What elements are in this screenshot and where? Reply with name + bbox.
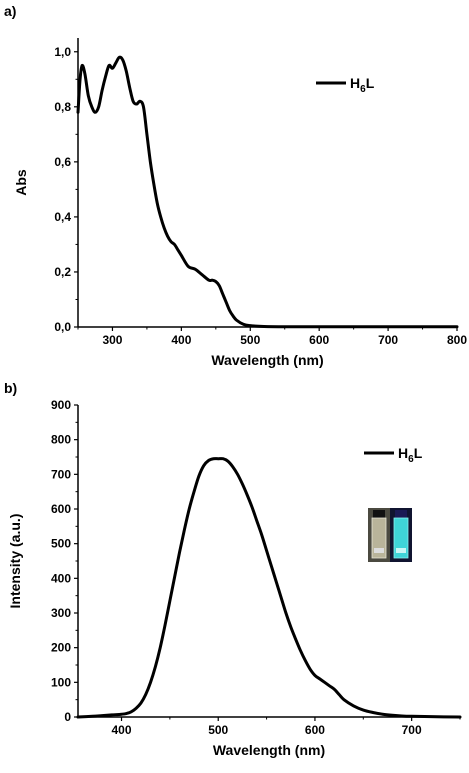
legend-label: H6L	[350, 75, 375, 95]
x-tick-label: 300	[102, 333, 122, 347]
legend-label-subscript: 6	[360, 84, 366, 95]
y-tick-label: 0,6	[54, 155, 71, 169]
y-tick-label: 1,0	[54, 45, 71, 59]
y-tick-label: 0,0	[54, 320, 71, 334]
legend: H6L	[316, 75, 375, 95]
panel-label-b: b)	[4, 380, 17, 396]
y-tick-label: 0,8	[54, 100, 71, 114]
vial-cap-right	[395, 510, 407, 518]
x-tick-label: 500	[208, 723, 228, 737]
x-tick-label: 800	[447, 333, 467, 347]
x-tick-label: 500	[240, 333, 260, 347]
y-axis-ticks: 0 100 200 300 400 500 600 700 800 900	[51, 398, 78, 724]
y-tick-label: 0	[64, 710, 71, 724]
y-tick-label: 200	[51, 641, 71, 655]
vials-photo-inset	[368, 508, 412, 562]
x-tick-label: 400	[112, 723, 132, 737]
y-tick-label: 300	[51, 606, 71, 620]
legend-label-main: H	[398, 445, 408, 461]
y-axis-label: Abs	[13, 169, 29, 196]
x-tick-label: 600	[309, 333, 329, 347]
x-axis-ticks: 400 500 600 700	[112, 717, 461, 737]
absorbance-line	[76, 55, 459, 329]
x-tick-label: 600	[305, 723, 325, 737]
legend-label-main: H	[350, 75, 360, 91]
x-tick-label: 400	[171, 333, 191, 347]
x-axis-label: Wavelength (nm)	[211, 352, 323, 368]
y-tick-label: 600	[51, 502, 71, 516]
y-tick-label: 0,4	[54, 210, 71, 224]
absorbance-chart: a) 0,0 0,2 0,4 0,6 0,8 1,0 300 400 500 600 700 800…	[4, 3, 467, 368]
vial-label-left	[374, 548, 384, 553]
y-tick-label: 100	[51, 675, 71, 689]
legend-label: H6L	[398, 445, 423, 465]
y-tick-label: 400	[51, 571, 71, 585]
y-tick-label: 500	[51, 537, 71, 551]
legend: H6L	[364, 445, 423, 465]
x-tick-label: 700	[402, 723, 422, 737]
y-tick-label: 800	[51, 433, 71, 447]
y-tick-label: 0,2	[54, 265, 71, 279]
vial-cap-left	[373, 510, 385, 518]
y-tick-label: 900	[51, 398, 71, 412]
y-axis-ticks: 0,0 0,2 0,4 0,6 0,8 1,0	[54, 45, 78, 334]
legend-label-tail: L	[366, 75, 375, 91]
y-tick-label: 700	[51, 467, 71, 481]
emission-line	[76, 457, 462, 719]
legend-label-tail: L	[414, 445, 423, 461]
x-axis-label: Wavelength (nm)	[213, 742, 325, 758]
legend-label-subscript: 6	[408, 454, 414, 465]
y-axis-label: Intensity (a.u.)	[7, 514, 23, 609]
x-tick-label: 700	[378, 333, 398, 347]
panel-label-a: a)	[4, 3, 16, 19]
x-axis-ticks: 300 400 500 600 700 800	[77, 327, 467, 347]
vial-label-right	[396, 548, 406, 553]
